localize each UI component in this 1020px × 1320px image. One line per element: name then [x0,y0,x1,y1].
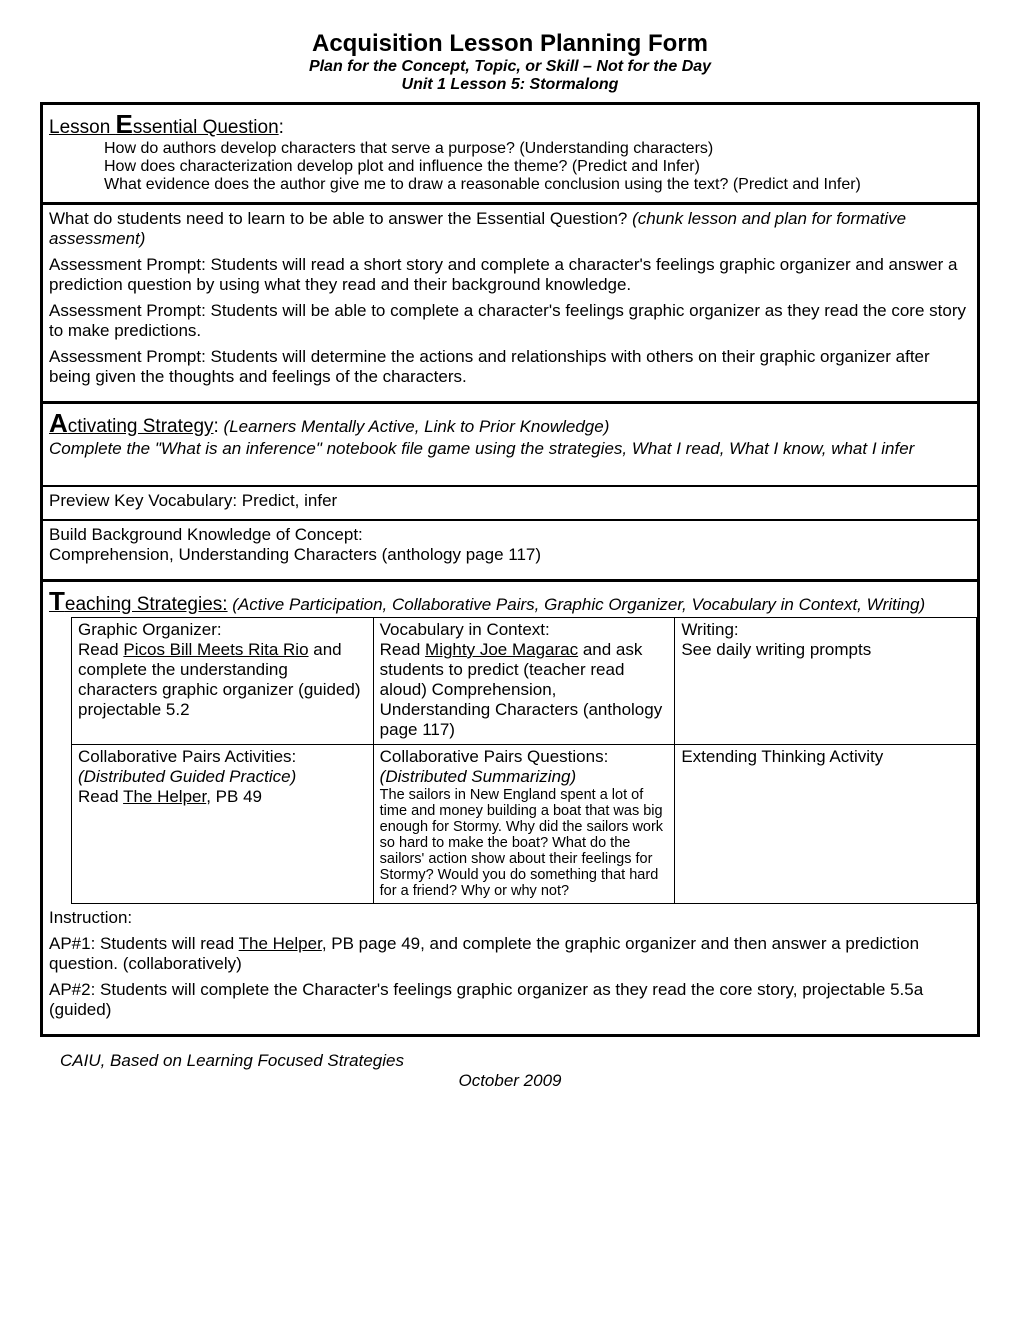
vocab-text: Preview Key Vocabulary: Predict, infer [49,491,337,510]
instruction-heading: Instruction: [49,908,971,928]
background-line1: Build Background Knowledge of Concept: [49,525,971,545]
instruction-section: Instruction: AP#1: Students will read Th… [43,904,977,1034]
eq-line-3: What evidence does the author give me to… [104,176,971,194]
assessment-prompt-3: Assessment Prompt: Students will determi… [49,347,971,387]
essential-heading: Lesson Essential Question [49,117,279,138]
activating-note: (Learners Mentally Active, Link to Prior… [224,417,610,436]
vocab-section: Preview Key Vocabulary: Predict, infer [43,487,977,521]
footer-line2: October 2009 [40,1071,980,1091]
unit-line: Unit 1 Lesson 5: Stormalong [40,76,980,94]
instruction-ap2: AP#2: Students will complete the Charact… [49,980,971,1020]
assessment-prompt-2: Assessment Prompt: Students will be able… [49,301,971,341]
form-subtitle: Plan for the Concept, Topic, or Skill – … [40,58,980,76]
ts-cell-writing: Writing: See daily writing prompts [675,618,977,745]
main-form-box: Lesson Essential Question: How do author… [40,102,980,1037]
footer-line1: CAIU, Based on Learning Focused Strategi… [60,1051,980,1071]
ts-cell-vocab-context: Vocabulary in Context: Read Mighty Joe M… [373,618,675,745]
assessment-prompt-1: Assessment Prompt: Students will read a … [49,255,971,295]
page-header: Acquisition Lesson Planning Form Plan fo… [40,30,980,94]
ts-cell-collab-activities: Collaborative Pairs Activities: (Distrib… [72,745,374,904]
eq-line-1: How do authors develop characters that s… [104,140,971,158]
form-title: Acquisition Lesson Planning Form [40,30,980,58]
page-footer: CAIU, Based on Learning Focused Strategi… [40,1051,980,1091]
instruction-ap1: AP#1: Students will read The Helper, PB … [49,934,971,974]
teaching-heading: Teaching Strategies: [49,594,228,615]
learn-lead: What do students need to learn to be abl… [49,209,971,249]
activating-heading: Activating Strategy [49,416,214,437]
teaching-strategies-section: Teaching Strategies: (Active Participati… [43,582,977,617]
teaching-note: (Active Participation, Collaborative Pai… [232,595,925,614]
ts-cell-extending: Extending Thinking Activity [675,745,977,904]
background-line2: Comprehension, Understanding Characters … [49,545,971,565]
essential-question-section: Lesson Essential Question: How do author… [43,105,977,205]
activating-body: Complete the "What is an inference" note… [49,439,971,459]
activating-strategy-section: Activating Strategy: (Learners Mentally … [43,404,977,487]
teaching-strategies-table: Graphic Organizer: Read Picos Bill Meets… [71,617,977,904]
background-section: Build Background Knowledge of Concept: C… [43,521,977,582]
learn-section: What do students need to learn to be abl… [43,205,977,404]
ts-cell-collab-questions: Collaborative Pairs Questions: (Distribu… [373,745,675,904]
ts-cell-graphic-organizer: Graphic Organizer: Read Picos Bill Meets… [72,618,374,745]
eq-line-2: How does characterization develop plot a… [104,158,971,176]
